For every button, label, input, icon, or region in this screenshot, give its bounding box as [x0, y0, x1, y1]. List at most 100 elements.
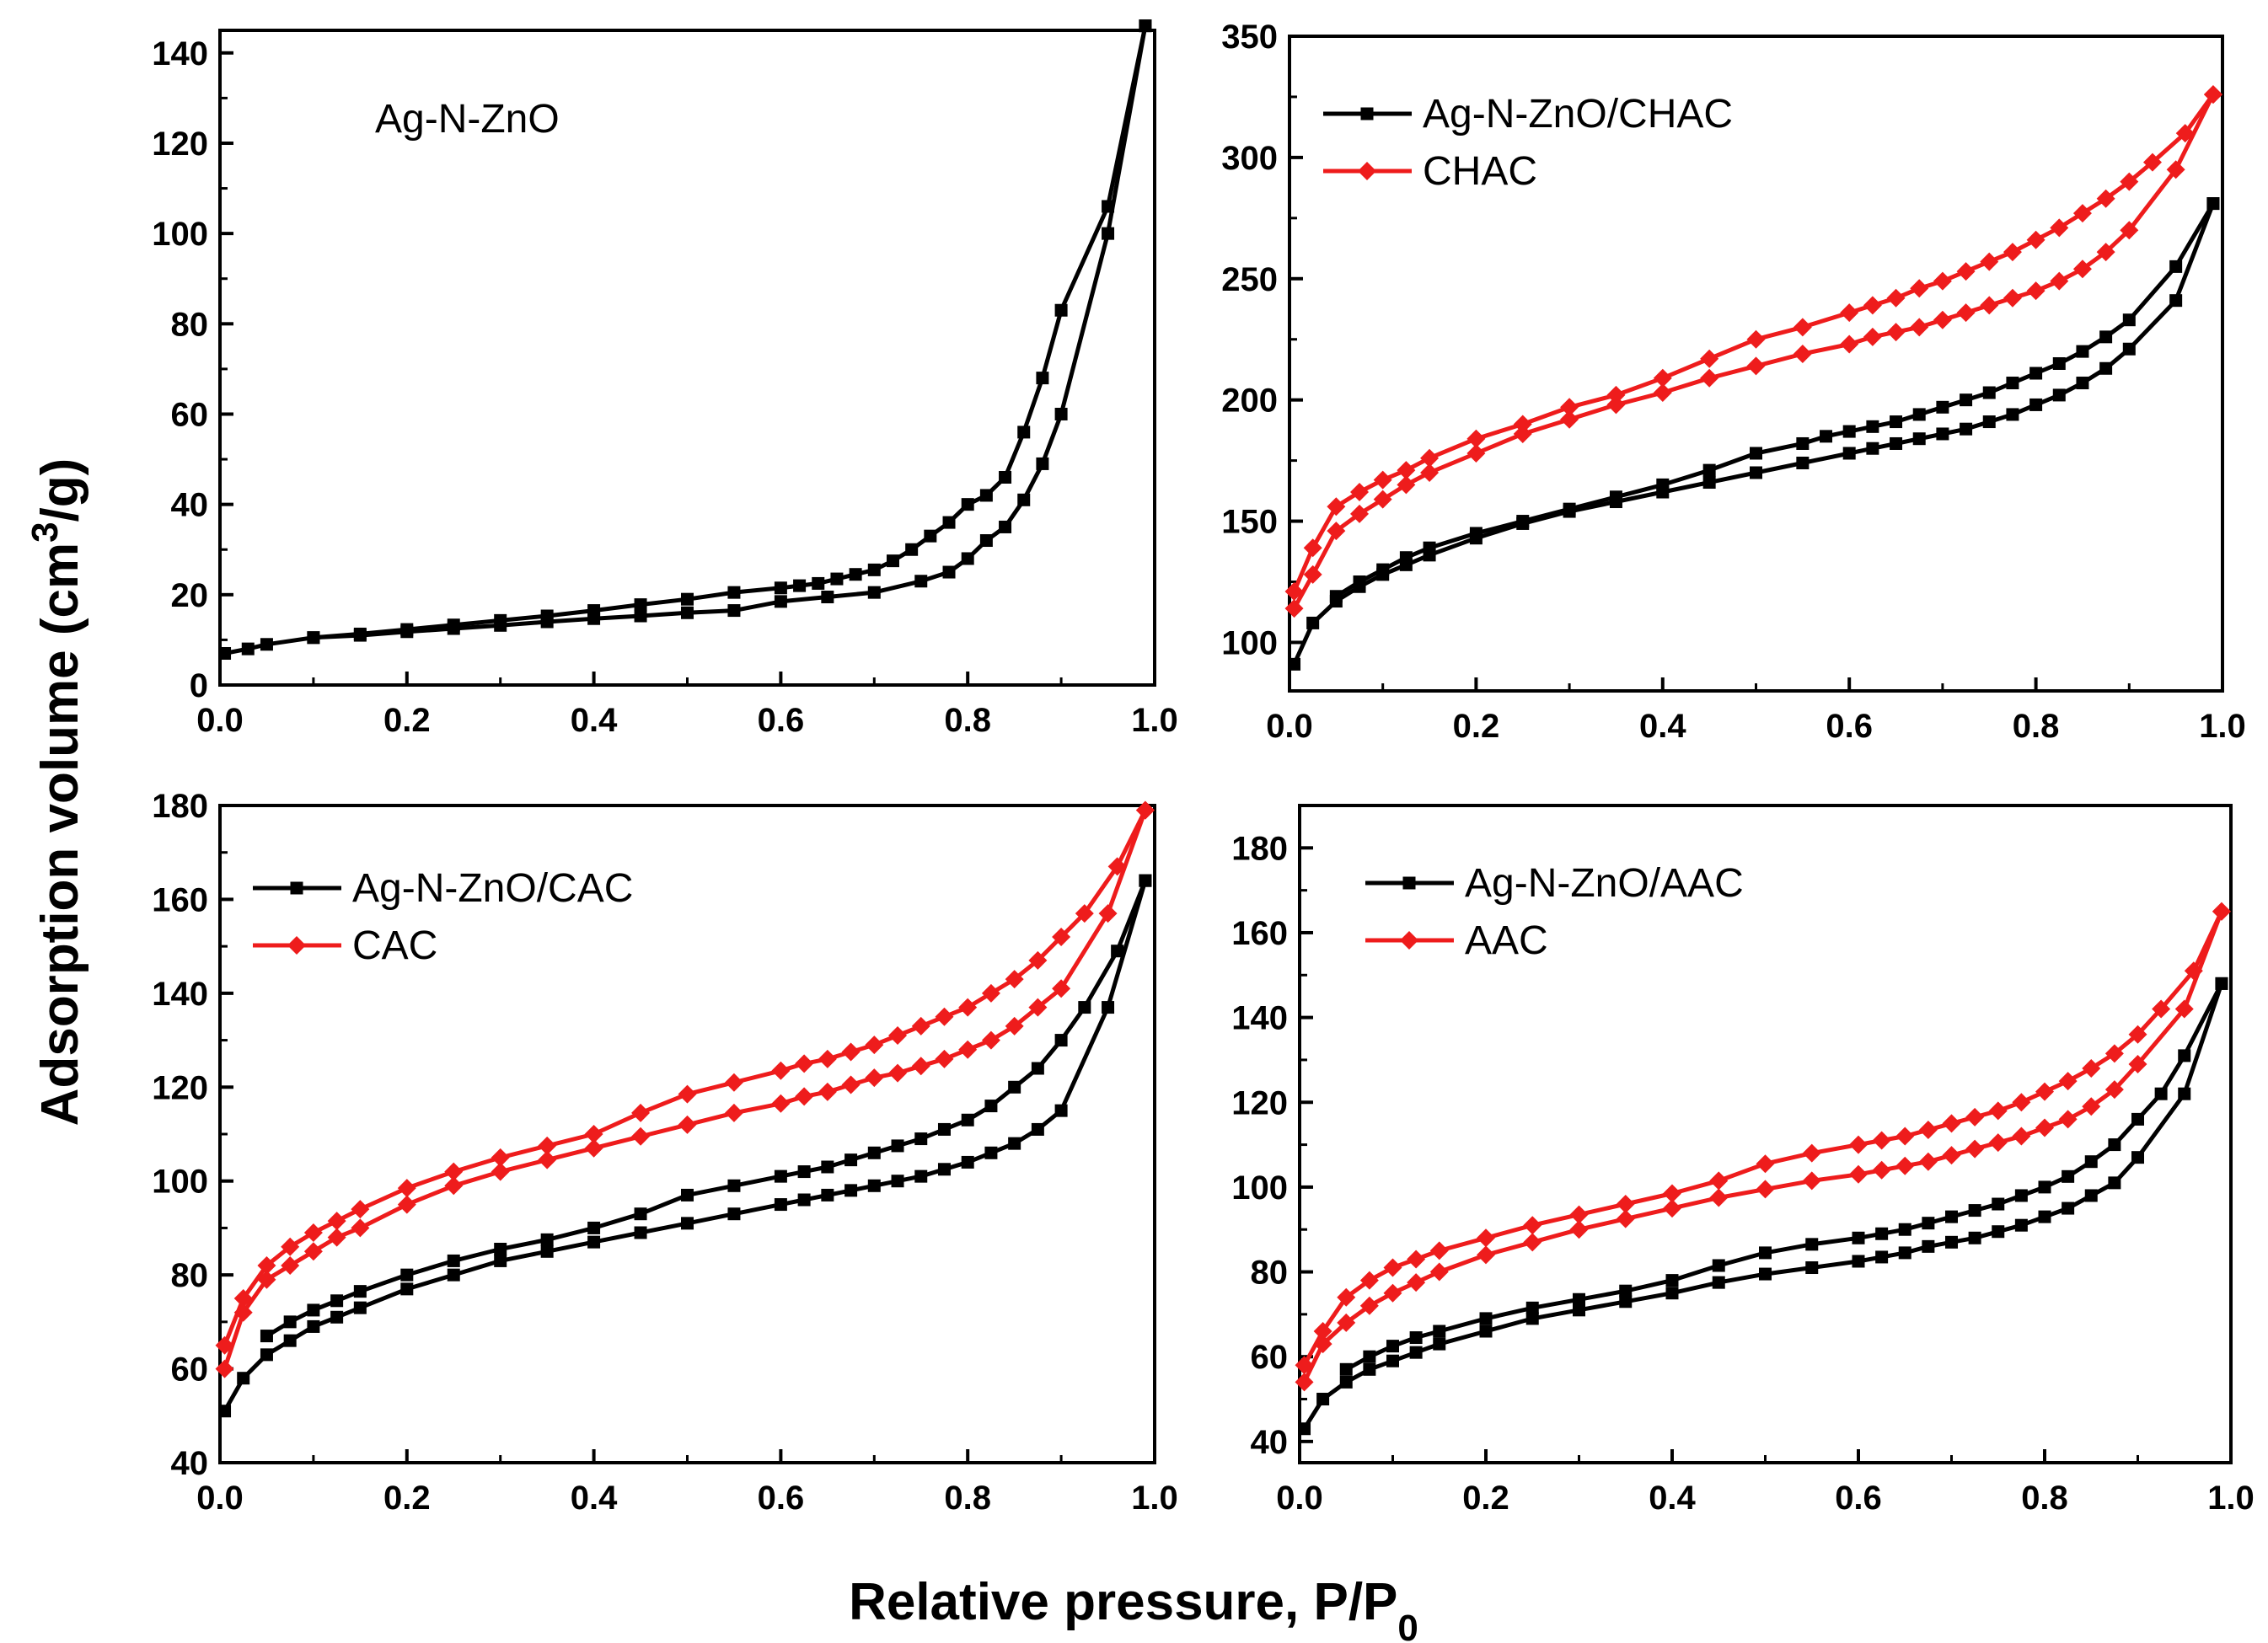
data-point-aac-desorption — [1477, 1228, 1495, 1248]
data-point-chac-desorption — [1793, 318, 1812, 337]
data-point-cac-desorption — [281, 1237, 300, 1256]
data-point-ag-n-zno-chac-adsorption — [2052, 388, 2066, 402]
data-point-ag-n-zno-aac-desorption — [1759, 1246, 1772, 1260]
data-point-ag-n-zno-cac-adsorption — [330, 1310, 344, 1324]
data-point-aac-desorption — [1965, 1107, 1985, 1127]
y-tick-label: 40 — [1251, 1424, 1289, 1461]
data-point-ag-n-zno-cac-desorption — [260, 1330, 273, 1343]
x-tick-label: 1.0 — [2199, 708, 2246, 745]
data-point-ag-n-zno-cac-desorption — [984, 1100, 998, 1113]
data-point-ag-n-zno-desorption — [793, 579, 807, 592]
y-tick-label: 20 — [171, 577, 209, 614]
data-point-cac-desorption — [935, 1007, 954, 1026]
x-tick-label: 1.0 — [2207, 1480, 2255, 1517]
data-point-ag-n-zno-cac-adsorption — [774, 1198, 787, 1212]
data-point-cac-adsorption — [1052, 979, 1071, 998]
data-point-ag-n-zno-aac-desorption — [1339, 1362, 1353, 1376]
panel-cac: 0.0 0.2 0.4 0.6 0.8 1.0 40 60 80 100 120 140 160 180 A… — [152, 788, 1178, 1517]
data-point-cac-desorption — [1005, 970, 1024, 989]
data-point-ag-n-zno-desorption — [830, 572, 844, 586]
x-tick-label: 0.4 — [571, 702, 618, 739]
data-point-ag-n-zno-chac-desorption — [2076, 345, 2089, 358]
data-point-ag-n-zno-desorption — [1054, 303, 1068, 317]
data-point-ag-n-zno-aac-adsorption — [2131, 1151, 2144, 1164]
x-tick-label: 0.2 — [1462, 1480, 1509, 1517]
x-tick-label: 0.4 — [571, 1480, 618, 1517]
data-point-aac-desorption — [1616, 1195, 1635, 1214]
data-point-ag-n-zno-cac-desorption — [844, 1153, 858, 1167]
y-tick-label: 60 — [171, 1351, 209, 1389]
data-point-cac-desorption — [444, 1162, 464, 1181]
y-axis-title: Adsorption volume (cm3/g) — [24, 458, 90, 1127]
data-point-cac-adsorption — [1098, 904, 1118, 923]
data-point-chac-adsorption — [1303, 565, 1322, 584]
data-point-aac-desorption — [1918, 1120, 1938, 1139]
data-point-ag-n-zno-cac-desorption — [727, 1179, 741, 1192]
data-point-ag-n-zno-cac-adsorption — [587, 1235, 601, 1249]
data-point-ag-n-zno-cac-desorption — [494, 1243, 507, 1255]
legend-label-cac: CAC — [352, 923, 437, 968]
y-tick-label: 100 — [1231, 1169, 1288, 1207]
data-point-aac-desorption — [2184, 961, 2203, 981]
data-point-ag-n-zno-adsorption — [218, 646, 232, 660]
data-point-ag-n-zno-adsorption — [821, 591, 834, 604]
data-point-ag-n-zno-aac-adsorption — [1316, 1393, 1330, 1406]
data-point-ag-n-zno-desorption — [905, 543, 919, 556]
data-point-aac-adsorption — [1988, 1133, 2008, 1153]
data-point-cac-adsorption — [818, 1082, 837, 1101]
data-point-ag-n-zno-chac-desorption — [2169, 260, 2183, 273]
data-point-ag-n-zno-chac-desorption — [1656, 478, 1670, 491]
data-point-ag-n-zno-cac-desorption — [1008, 1080, 1021, 1094]
data-point-aac-desorption — [1337, 1287, 1356, 1307]
legend-label-ag-n-zno-aac: Ag-N-ZnO/AAC — [1465, 861, 1744, 906]
data-point-ag-n-zno-chac-adsorption — [1306, 616, 1320, 629]
y-tick-label: 140 — [152, 35, 208, 72]
data-point-cac-adsorption — [935, 1049, 954, 1068]
data-point-ag-n-zno-aac-adsorption — [1945, 1235, 1958, 1249]
data-point-ag-n-zno-desorption — [867, 563, 881, 576]
y-tick-label: 140 — [152, 976, 208, 1013]
data-point-ag-n-zno-aac-desorption — [1805, 1238, 1819, 1251]
data-point-aac-adsorption — [1965, 1139, 1985, 1159]
y-tick-label: 80 — [171, 1257, 209, 1294]
data-point-ag-n-zno-adsorption — [942, 565, 956, 579]
data-point-aac-desorption — [1988, 1101, 2008, 1121]
data-point-ag-n-zno-cac-desorption — [353, 1285, 367, 1298]
data-point-ag-n-zno-aac-adsorption — [1759, 1267, 1772, 1281]
data-point-chac-desorption — [2072, 204, 2092, 223]
data-point-ag-n-zno-cac-desorption — [1054, 1034, 1068, 1047]
x-tick-label: 0.6 — [1835, 1480, 1882, 1517]
data-point-ag-n-zno-desorption — [1102, 200, 1115, 213]
data-point-ag-n-zno-aac-desorption — [1922, 1217, 1935, 1230]
data-point-chac-adsorption — [1350, 504, 1370, 523]
data-point-ag-n-zno-chac-adsorption — [2099, 361, 2113, 375]
data-point-aac-desorption — [1709, 1171, 1729, 1191]
legend-marker — [1358, 162, 1376, 180]
data-point-chac-adsorption — [1956, 303, 1976, 323]
data-point-ag-n-zno-chac-desorption — [1376, 563, 1390, 576]
data-point-ag-n-zno-aac-adsorption — [1898, 1246, 1911, 1260]
data-point-ag-n-zno-aac-adsorption — [2062, 1201, 2075, 1215]
y-tick-label: 100 — [1221, 624, 1278, 661]
data-point-aac-adsorption — [1756, 1180, 1775, 1199]
data-point-ag-n-zno-aac-desorption — [2014, 1189, 2028, 1202]
data-point-ag-n-zno-desorption — [774, 581, 787, 595]
legend-marker — [1400, 931, 1418, 950]
y-tick-label: 140 — [1231, 1000, 1288, 1037]
data-point-ag-n-zno-cac-adsorption — [400, 1282, 414, 1296]
x-tick-label: 0.8 — [2013, 708, 2060, 745]
data-point-ag-n-zno-cac-adsorption — [1054, 1104, 1068, 1117]
x-axis-title: Relative pressure, P/P0 — [849, 1573, 1418, 1643]
data-point-chac-adsorption — [1863, 327, 1882, 346]
data-point-cac-adsorption — [1005, 1016, 1024, 1036]
data-point-ag-n-zno-chac-desorption — [1702, 463, 1716, 477]
data-point-cac-desorption — [215, 1335, 234, 1355]
x-tick-label: 0.2 — [1453, 708, 1500, 745]
y-tick-label: 120 — [152, 1069, 208, 1106]
data-point-ag-n-zno-cac-adsorption — [727, 1207, 741, 1221]
legend: Ag-N-ZnO/CAC CAC — [253, 866, 633, 968]
data-point-ag-n-zno-aac-desorption — [1433, 1325, 1446, 1338]
data-point-chac-desorption — [1303, 538, 1322, 558]
data-point-ag-n-zno-aac-adsorption — [1409, 1346, 1423, 1359]
